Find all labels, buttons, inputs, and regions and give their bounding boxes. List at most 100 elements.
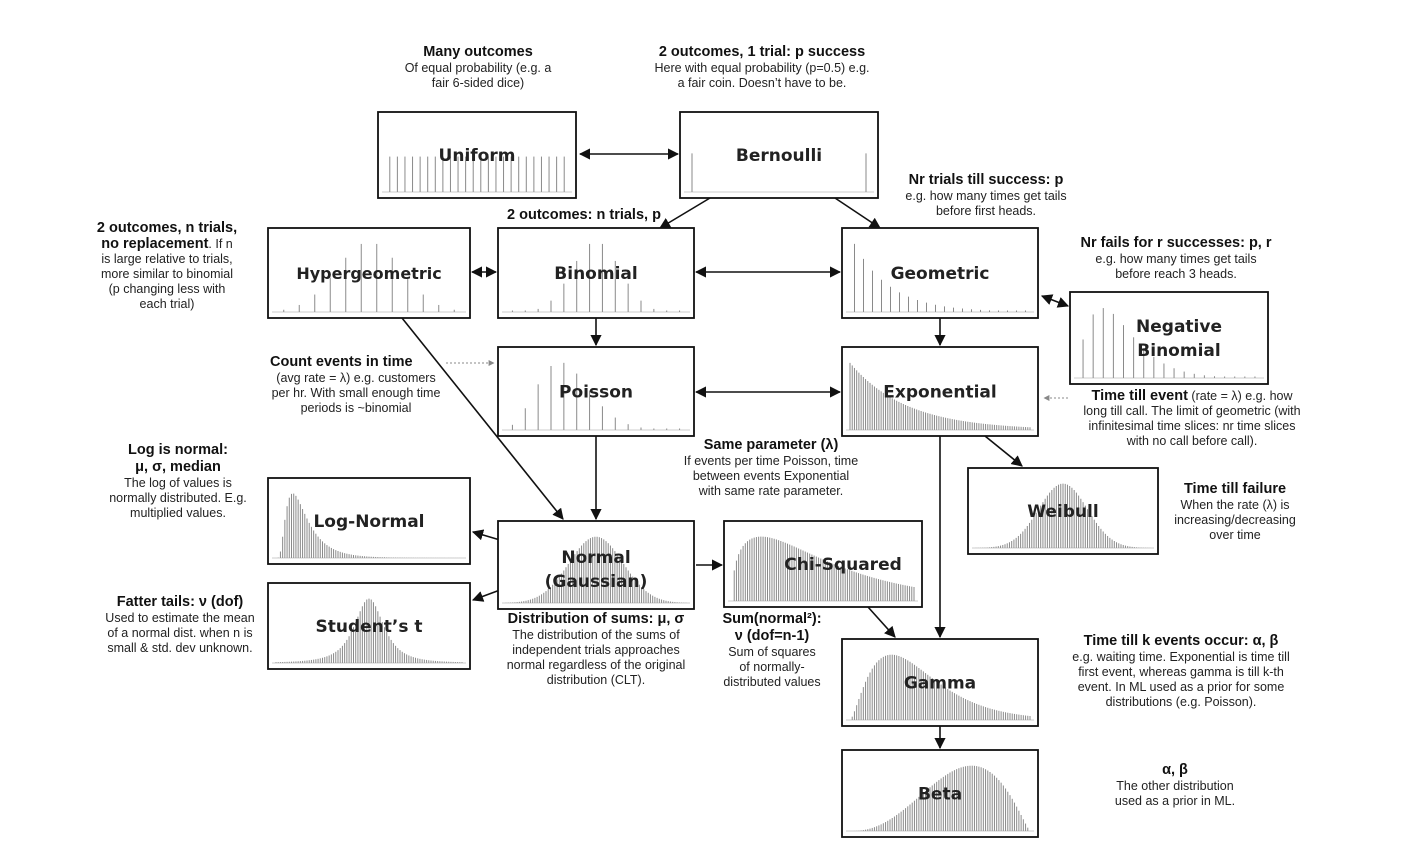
note-distribution-of-sums: Distribution of sums: μ, σ The distribut… xyxy=(478,611,714,688)
note-chisq-title1: Sum(normal²): xyxy=(722,611,822,627)
note-sums-line1: The distribution of the sums of xyxy=(512,628,680,642)
note-hypergeometric-line4: each trial) xyxy=(139,297,195,311)
note-hypergeometric-title2: no replacement xyxy=(101,236,209,252)
note-log-normal: Log is normal: μ, σ, median The log of v… xyxy=(98,442,258,521)
arrow-bernoulli-binomial xyxy=(659,197,711,229)
box-chi-squared: Chi-Squared xyxy=(723,520,923,608)
note-lognormal-line2: normally distributed. E.g. xyxy=(109,491,247,505)
box-beta-plot xyxy=(851,765,1029,831)
box-normal-plot xyxy=(505,536,687,603)
box-geometric-frame xyxy=(841,227,1039,319)
note-weibull-title: Time till failure xyxy=(1183,481,1287,497)
note-chisq-line1: Sum of squares xyxy=(728,645,816,659)
box-bernoulli-frame xyxy=(679,111,879,199)
note-binomial-title: 2 outcomes: n trials, p xyxy=(507,207,661,223)
box-poisson: Poisson xyxy=(497,346,695,437)
note-exponential-inline: (rate = λ) e.g. how xyxy=(1187,389,1293,403)
box-students-t-plot xyxy=(275,598,463,663)
note-gamma-line4: distributions (e.g. Poisson). xyxy=(1105,695,1257,709)
box-negative-binomial-label-2: Binomial xyxy=(1137,341,1220,361)
note-same-param-line1: If events per time Poisson, time xyxy=(683,454,859,468)
note-hypergeometric: 2 outcomes, n trials, no replacement. If… xyxy=(72,220,262,312)
note-same-param-line2: between events Exponential xyxy=(692,469,850,483)
box-chi-squared-plot xyxy=(733,536,915,601)
note-weibull-line2: increasing/decreasing xyxy=(1174,513,1296,527)
note-beta-title: α, β xyxy=(1162,762,1188,778)
box-gamma: Gamma xyxy=(841,638,1039,727)
note-beta: α, β The other distribution used as a pr… xyxy=(1100,762,1250,809)
arrow-normal-studentst xyxy=(471,589,501,602)
box-normal: Normal (Gaussian) xyxy=(497,520,695,610)
box-bernoulli: Bernoulli xyxy=(679,111,879,199)
connectors xyxy=(401,148,1070,750)
arrow-chisquared-gamma xyxy=(867,606,896,638)
box-uniform-plot xyxy=(389,156,565,192)
note-lognormal-line3: multiplied values. xyxy=(130,506,226,520)
note-geometric: Nr trials till success: p e.g. how many … xyxy=(876,172,1096,219)
note-gamma-line2: first event, whereas gamma is till k-th xyxy=(1078,665,1284,679)
box-bernoulli-label: Bernoulli xyxy=(736,146,822,166)
note-lognormal-title1: Log is normal: xyxy=(128,442,228,458)
note-poisson-line1: (avg rate = λ) e.g. customers xyxy=(276,371,436,385)
box-weibull: Weibull xyxy=(967,467,1159,555)
note-weibull-line3: over time xyxy=(1209,528,1261,542)
arrow-bernoulli-geometric xyxy=(834,197,881,229)
box-binomial: Binomial xyxy=(497,227,695,319)
box-uniform: Uniform xyxy=(377,111,577,199)
box-hypergeometric: Hypergeometric xyxy=(267,227,471,319)
box-binomial-frame xyxy=(497,227,695,319)
box-negative-binomial-frame xyxy=(1069,291,1269,385)
note-chisq-title2: ν (dof=n-1) xyxy=(734,628,810,644)
arrow-hypergeometric-normal xyxy=(401,317,564,520)
box-students-t: Student’s t xyxy=(267,582,471,670)
note-sums-line4: distribution (CLT). xyxy=(546,673,646,687)
note-many-outcomes-line2: fair 6-sided dice) xyxy=(431,76,525,90)
note-sums-title: Distribution of sums: μ, σ xyxy=(507,611,685,627)
box-normal-frame xyxy=(497,520,695,610)
box-log-normal: Log-Normal xyxy=(267,477,471,565)
note-same-param-title: Same parameter (λ) xyxy=(703,437,839,453)
box-weibull-plot xyxy=(975,483,1151,548)
box-hypergeometric-label: Hypergeometric xyxy=(296,264,441,283)
note-bernoulli: 2 outcomes, 1 trial: p success Here with… xyxy=(622,44,902,91)
note-negbin-line1: e.g. how many times get tails xyxy=(1095,252,1257,266)
box-beta-label: Beta xyxy=(918,785,962,805)
note-studentst-line3: small & std. dev unknown. xyxy=(107,641,253,655)
arrow-exponential-weibull xyxy=(984,435,1023,467)
box-uniform-frame xyxy=(377,111,577,199)
box-weibull-label: Weibull xyxy=(1027,502,1098,522)
note-weibull: Time till failure When the rate (λ) is i… xyxy=(1160,481,1310,543)
note-poisson-line2: per hr. With small enough time xyxy=(271,386,441,400)
arrow-normal-lognormal xyxy=(471,529,501,541)
box-negative-binomial: Negative Binomial xyxy=(1069,291,1269,385)
box-exponential-label: Exponential xyxy=(883,383,996,403)
box-bernoulli-plot xyxy=(691,153,867,192)
box-poisson-plot xyxy=(511,362,681,430)
box-log-normal-frame xyxy=(267,477,471,565)
note-students-t: Fatter tails: ν (dof) Used to estimate t… xyxy=(94,594,266,656)
note-bernoulli-line2: a fair coin. Doesn’t have to be. xyxy=(677,76,847,90)
note-poisson-line3: periods is ~binomial xyxy=(300,401,412,415)
box-geometric: Geometric xyxy=(841,227,1039,319)
note-same-parameter: Same parameter (λ) If events per time Po… xyxy=(646,437,896,499)
note-hypergeometric-inline: . If n xyxy=(208,237,233,251)
note-same-param-line3: with same rate parameter. xyxy=(698,484,844,498)
note-many-outcomes-line1: Of equal probability (e.g. a xyxy=(404,61,552,75)
note-hypergeometric-line1: is large relative to trials, xyxy=(101,252,233,266)
box-binomial-label: Binomial xyxy=(554,264,637,284)
note-negative-binomial: Nr fails for r successes: p, r e.g. how … xyxy=(1056,235,1296,282)
note-negbin-line2: before reach 3 heads. xyxy=(1115,267,1237,281)
note-exponential-title: Time till event xyxy=(1091,388,1188,404)
note-geometric-line2: before first heads. xyxy=(935,204,1037,218)
note-bernoulli-line1: Here with equal probability (p=0.5) e.g. xyxy=(654,61,870,75)
note-sums-line3: normal regardless of the original xyxy=(506,658,686,672)
box-negative-binomial-label-1: Negative xyxy=(1136,317,1222,337)
note-exponential-line3: with no call before call). xyxy=(1126,434,1258,448)
note-lognormal-title2: μ, σ, median xyxy=(135,459,221,475)
box-beta: Beta xyxy=(841,749,1039,838)
note-studentst-title: Fatter tails: ν (dof) xyxy=(116,594,244,610)
note-chisq-line2: of normally- xyxy=(739,660,805,674)
box-chi-squared-label: Chi-Squared xyxy=(784,555,902,575)
note-gamma-line1: e.g. waiting time. Exponential is time t… xyxy=(1072,650,1290,664)
box-uniform-label: Uniform xyxy=(439,146,516,166)
